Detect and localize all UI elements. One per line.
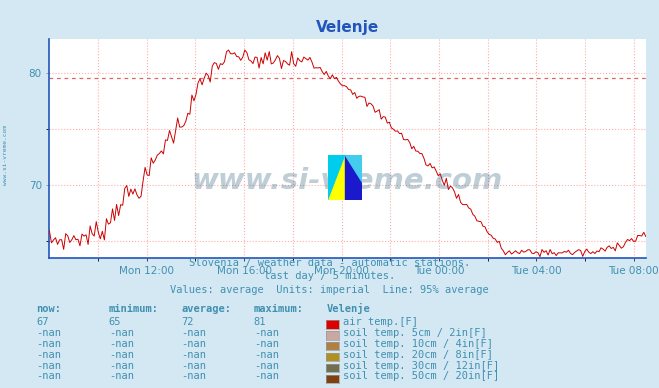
Text: www.si-vreme.com: www.si-vreme.com bbox=[192, 167, 503, 195]
Text: -nan: -nan bbox=[36, 360, 61, 371]
Text: average:: average: bbox=[181, 304, 231, 314]
Text: soil temp. 5cm / 2in[F]: soil temp. 5cm / 2in[F] bbox=[343, 328, 486, 338]
Text: -nan: -nan bbox=[254, 371, 279, 381]
Text: Slovenia / weather data - automatic stations.: Slovenia / weather data - automatic stat… bbox=[189, 258, 470, 268]
Text: -nan: -nan bbox=[181, 360, 206, 371]
Text: Values: average  Units: imperial  Line: 95% average: Values: average Units: imperial Line: 95… bbox=[170, 285, 489, 295]
Text: www.si-vreme.com: www.si-vreme.com bbox=[3, 125, 8, 185]
Text: -nan: -nan bbox=[254, 360, 279, 371]
Polygon shape bbox=[345, 155, 362, 200]
Text: Velenje: Velenje bbox=[326, 303, 370, 314]
Text: -nan: -nan bbox=[254, 339, 279, 349]
Text: soil temp. 30cm / 12in[F]: soil temp. 30cm / 12in[F] bbox=[343, 360, 499, 371]
Title: Velenje: Velenje bbox=[316, 20, 379, 35]
Text: -nan: -nan bbox=[254, 328, 279, 338]
Text: now:: now: bbox=[36, 304, 61, 314]
Text: -nan: -nan bbox=[109, 360, 134, 371]
Text: -nan: -nan bbox=[109, 339, 134, 349]
Text: -nan: -nan bbox=[109, 371, 134, 381]
Polygon shape bbox=[345, 155, 362, 182]
Text: -nan: -nan bbox=[36, 328, 61, 338]
Text: -nan: -nan bbox=[36, 371, 61, 381]
Text: -nan: -nan bbox=[181, 350, 206, 360]
Text: -nan: -nan bbox=[36, 339, 61, 349]
Text: soil temp. 10cm / 4in[F]: soil temp. 10cm / 4in[F] bbox=[343, 339, 493, 349]
Text: minimum:: minimum: bbox=[109, 304, 159, 314]
Text: soil temp. 50cm / 20in[F]: soil temp. 50cm / 20in[F] bbox=[343, 371, 499, 381]
Text: -nan: -nan bbox=[181, 339, 206, 349]
Text: -nan: -nan bbox=[109, 350, 134, 360]
Text: air temp.[F]: air temp.[F] bbox=[343, 317, 418, 327]
Text: maximum:: maximum: bbox=[254, 304, 304, 314]
Polygon shape bbox=[328, 155, 345, 200]
Text: 81: 81 bbox=[254, 317, 266, 327]
Text: 65: 65 bbox=[109, 317, 121, 327]
Text: -nan: -nan bbox=[36, 350, 61, 360]
Text: -nan: -nan bbox=[254, 350, 279, 360]
Text: 67: 67 bbox=[36, 317, 49, 327]
Text: 72: 72 bbox=[181, 317, 194, 327]
Text: -nan: -nan bbox=[181, 371, 206, 381]
Text: -nan: -nan bbox=[109, 328, 134, 338]
Text: soil temp. 20cm / 8in[F]: soil temp. 20cm / 8in[F] bbox=[343, 350, 493, 360]
Text: last day / 5 minutes.: last day / 5 minutes. bbox=[264, 271, 395, 281]
Text: -nan: -nan bbox=[181, 328, 206, 338]
